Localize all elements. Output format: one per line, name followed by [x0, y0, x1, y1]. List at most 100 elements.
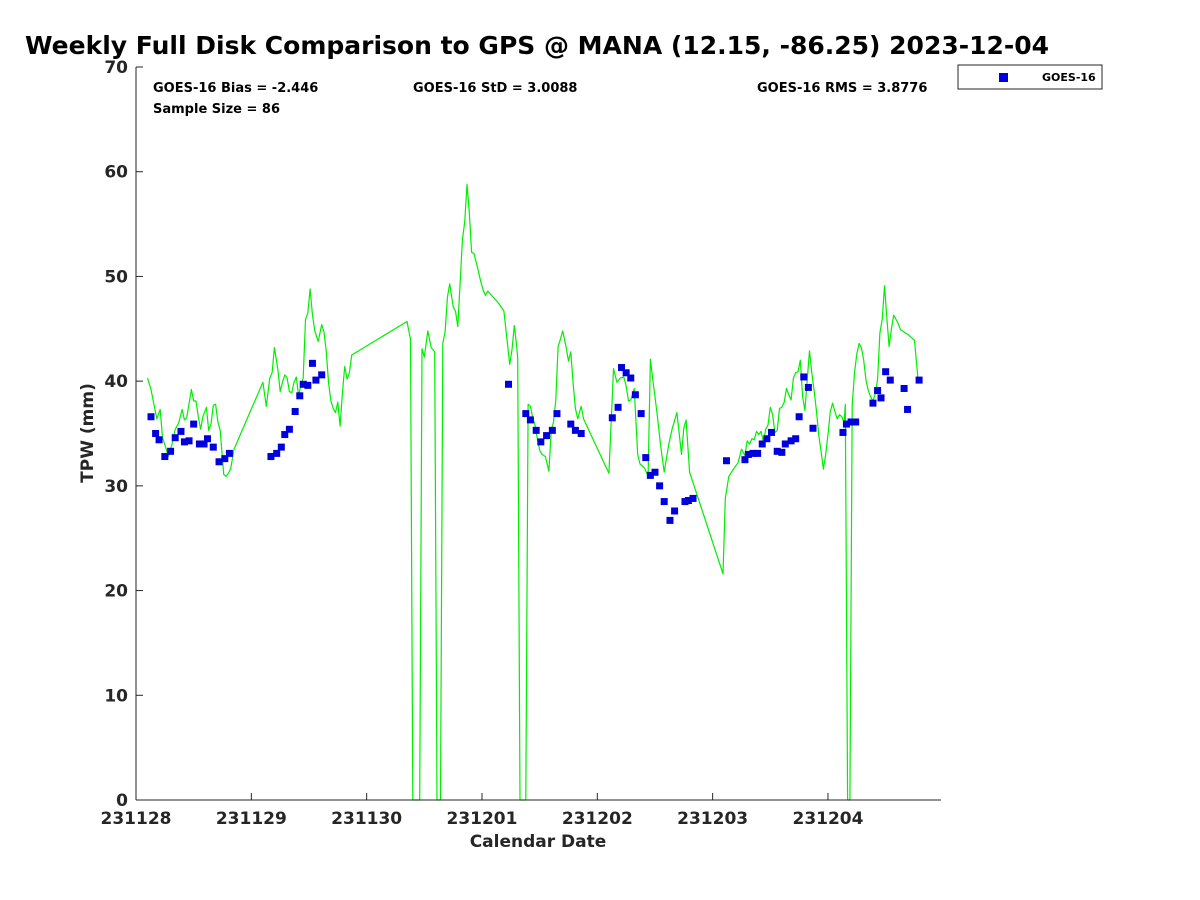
- goes-point: [804, 383, 812, 391]
- legend-box: [957, 64, 1103, 90]
- y-tick-label: 50: [104, 267, 128, 287]
- goes-point: [285, 425, 293, 433]
- goes-point: [622, 369, 630, 377]
- goes-point: [553, 410, 561, 418]
- goes-point: [608, 414, 616, 422]
- goes-point: [886, 376, 894, 384]
- goes-point: [225, 449, 233, 457]
- goes-point: [180, 438, 188, 446]
- goes-point: [778, 448, 786, 456]
- goes-point: [537, 438, 545, 446]
- goes-point: [852, 418, 860, 426]
- goes-point: [689, 494, 697, 502]
- goes-point: [618, 364, 626, 372]
- goes-point: [532, 426, 540, 434]
- goes-point: [847, 418, 855, 426]
- goes-point: [767, 428, 775, 436]
- goes-point: [781, 440, 789, 448]
- y-tick-label: 30: [104, 477, 128, 497]
- goes-point: [273, 449, 281, 457]
- y-axis-label: TPW (mm): [78, 383, 98, 483]
- x-axis-label: Calendar Date: [470, 832, 607, 852]
- goes-point: [627, 374, 635, 382]
- goes-point: [543, 432, 551, 440]
- goes-point: [304, 381, 312, 389]
- axes: [135, 67, 941, 801]
- goes-point: [505, 380, 513, 388]
- goes-point: [185, 437, 193, 445]
- goes-point: [299, 380, 307, 388]
- goes-point: [656, 482, 664, 490]
- goes-point: [787, 437, 795, 445]
- goes-point: [800, 373, 808, 381]
- y-tick-label: 70: [104, 58, 128, 78]
- legend: GOES-16: [957, 64, 1103, 90]
- x-tick-label: 231201: [446, 809, 517, 829]
- goes-point: [763, 435, 771, 443]
- goes-point: [161, 453, 169, 461]
- goes-point: [577, 430, 585, 437]
- goes-point: [522, 410, 530, 418]
- gps-series-line: [146, 183, 919, 801]
- goes-point: [296, 392, 304, 400]
- goes-point: [308, 359, 316, 367]
- goes-point: [900, 384, 908, 392]
- goes-point: [754, 449, 762, 457]
- goes-point: [147, 413, 155, 421]
- goes-point: [152, 430, 160, 437]
- goes-point: [200, 440, 208, 448]
- goes-point: [877, 394, 885, 402]
- goes-point: [277, 443, 285, 451]
- x-tick-label: 231204: [792, 809, 863, 829]
- goes-point: [215, 458, 223, 466]
- legend-label: GOES-16: [1042, 71, 1096, 84]
- goes-point: [915, 376, 923, 384]
- goes-point: [637, 410, 645, 418]
- goes-point: [651, 468, 659, 476]
- goes-point: [882, 368, 890, 376]
- x-tick-label: 231129: [216, 809, 287, 829]
- y-tick-label: 20: [104, 582, 128, 602]
- goes-point: [666, 516, 674, 524]
- legend-marker: [999, 73, 1008, 82]
- goes-point: [646, 471, 654, 479]
- goes-point: [749, 449, 757, 457]
- goes-point: [312, 376, 320, 384]
- goes-point: [904, 405, 912, 413]
- goes-point: [548, 426, 556, 434]
- goes-point: [842, 420, 850, 428]
- goes-point: [744, 450, 752, 458]
- goes-point: [209, 443, 217, 451]
- goes-point: [221, 455, 229, 463]
- goes-point: [741, 456, 749, 464]
- goes-point: [267, 453, 275, 461]
- y-tick-label: 60: [104, 163, 128, 183]
- goes-point: [318, 371, 326, 379]
- goes-point: [773, 447, 781, 455]
- goes-point: [792, 435, 800, 443]
- goes-point: [631, 391, 639, 399]
- goes-point: [874, 387, 882, 395]
- y-tick-label: 0: [116, 791, 128, 811]
- rms-stat: GOES-16 RMS = 3.8776: [757, 81, 927, 96]
- y-tick-label: 40: [104, 372, 128, 392]
- goes-point: [671, 507, 679, 515]
- x-tick-label: 231128: [101, 809, 172, 829]
- goes-point: [684, 497, 692, 505]
- goes-point: [291, 408, 299, 416]
- x-tick-label: 231130: [331, 809, 402, 829]
- goes-scatter-layer: [147, 359, 923, 524]
- goes-point: [204, 435, 212, 443]
- chart-title: Weekly Full Disk Comparison to GPS @ MAN…: [25, 31, 1049, 60]
- x-tick-label: 231202: [562, 809, 633, 829]
- goes-point: [177, 427, 185, 435]
- goes-point: [155, 436, 163, 444]
- gps-line-layer: [146, 183, 919, 801]
- goes-point: [614, 403, 622, 411]
- goes-point: [167, 447, 175, 455]
- goes-point: [642, 454, 650, 462]
- y-ticks: 0 10 20 30 40 50 60 70: [104, 58, 143, 811]
- goes-point: [171, 434, 179, 442]
- goes-point: [758, 440, 766, 448]
